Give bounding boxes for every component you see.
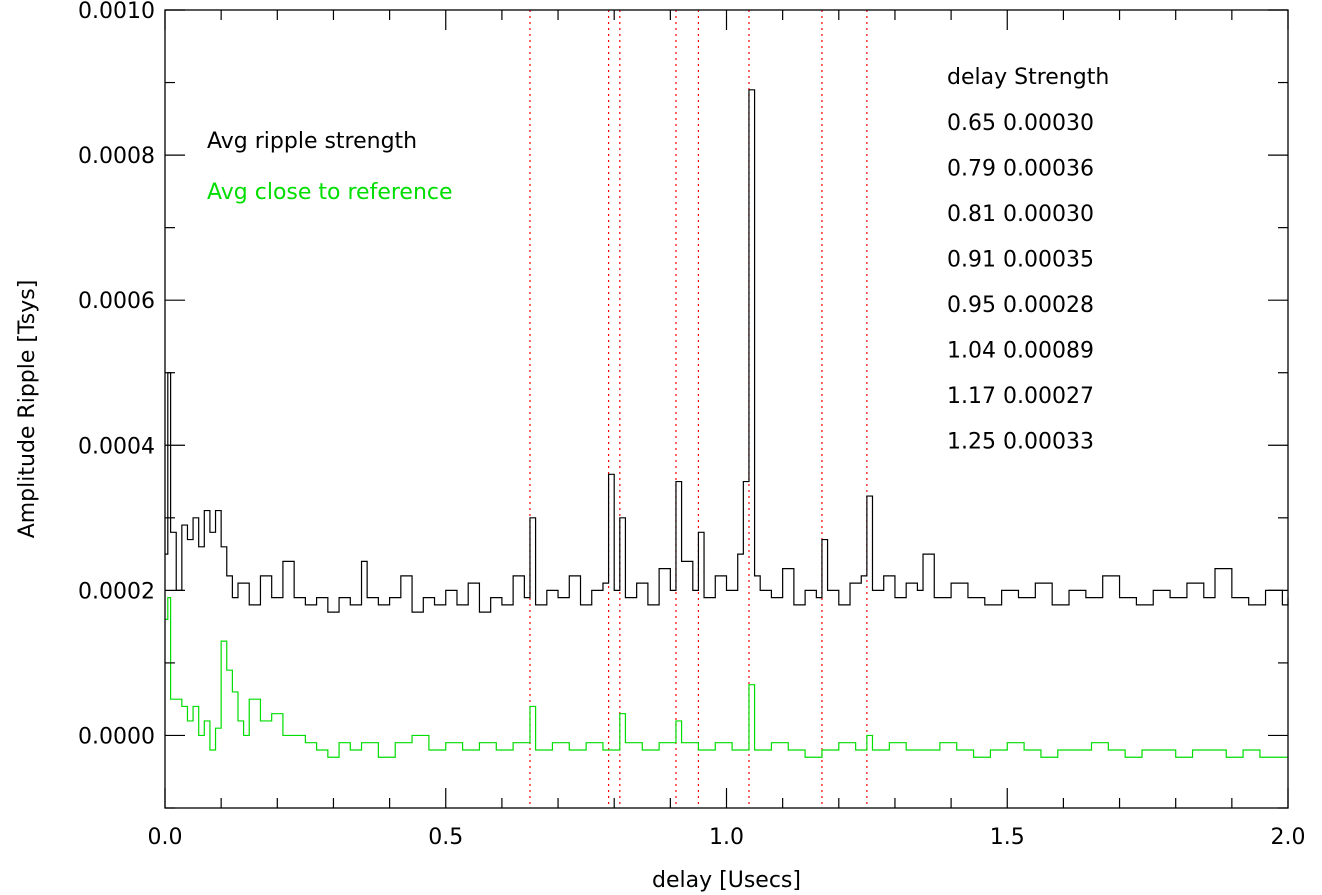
peaks-table-row: 1.25 0.00033: [947, 430, 1094, 455]
x-tick-label: 0.0: [148, 825, 183, 850]
x-tick-label: 1.5: [990, 825, 1025, 850]
peaks-table-row: 0.65 0.00030: [947, 111, 1094, 136]
legend-entry-ripple-strength: Avg ripple strength: [207, 129, 417, 154]
peaks-table-row: 0.91 0.00035: [947, 248, 1094, 273]
peaks-table-row: 1.17 0.00027: [947, 384, 1094, 409]
y-tick-label: 0.0002: [78, 579, 155, 604]
marker-lines: [529, 10, 868, 808]
peaks-table-row: 0.95 0.00028: [947, 293, 1094, 318]
x-axis-title: delay [Usecs]: [652, 868, 801, 893]
y-tick-label: 0.0008: [78, 144, 155, 169]
y-tick-label: 0.0000: [78, 724, 155, 749]
peaks-table-header: delay Strength: [947, 65, 1109, 90]
peaks-table: 0.65 0.00030 0.79 0.00036 0.81 0.00030 0.91…: [947, 111, 1094, 455]
tick-labels: 0.0 0.5 1.0 1.5 2.0 0.0000 0.0002 0.0004 0.0006 0…: [78, 0, 1305, 850]
legend-entry-close-to-reference: Avg close to reference: [207, 180, 453, 205]
x-tick-label: 2.0: [1271, 825, 1306, 850]
peaks-table-row: 1.04 0.00089: [947, 339, 1094, 364]
y-tick-label: 0.0010: [78, 0, 155, 24]
series-line-1: [165, 597, 1288, 758]
series-layer: [165, 89, 1289, 758]
x-tick-label: 1.0: [709, 825, 744, 850]
peaks-table-row: 0.81 0.00030: [947, 202, 1094, 227]
plot-frame: [164, 9, 1289, 809]
peaks-table-row: 0.79 0.00036: [947, 157, 1094, 182]
series-line-0: [165, 89, 1289, 613]
x-tick-label: 0.5: [428, 825, 463, 850]
y-axis-title: Amplitude Ripple [Tsys]: [15, 280, 40, 539]
y-tick-label: 0.0004: [78, 434, 155, 459]
y-tick-label: 0.0006: [78, 289, 155, 314]
